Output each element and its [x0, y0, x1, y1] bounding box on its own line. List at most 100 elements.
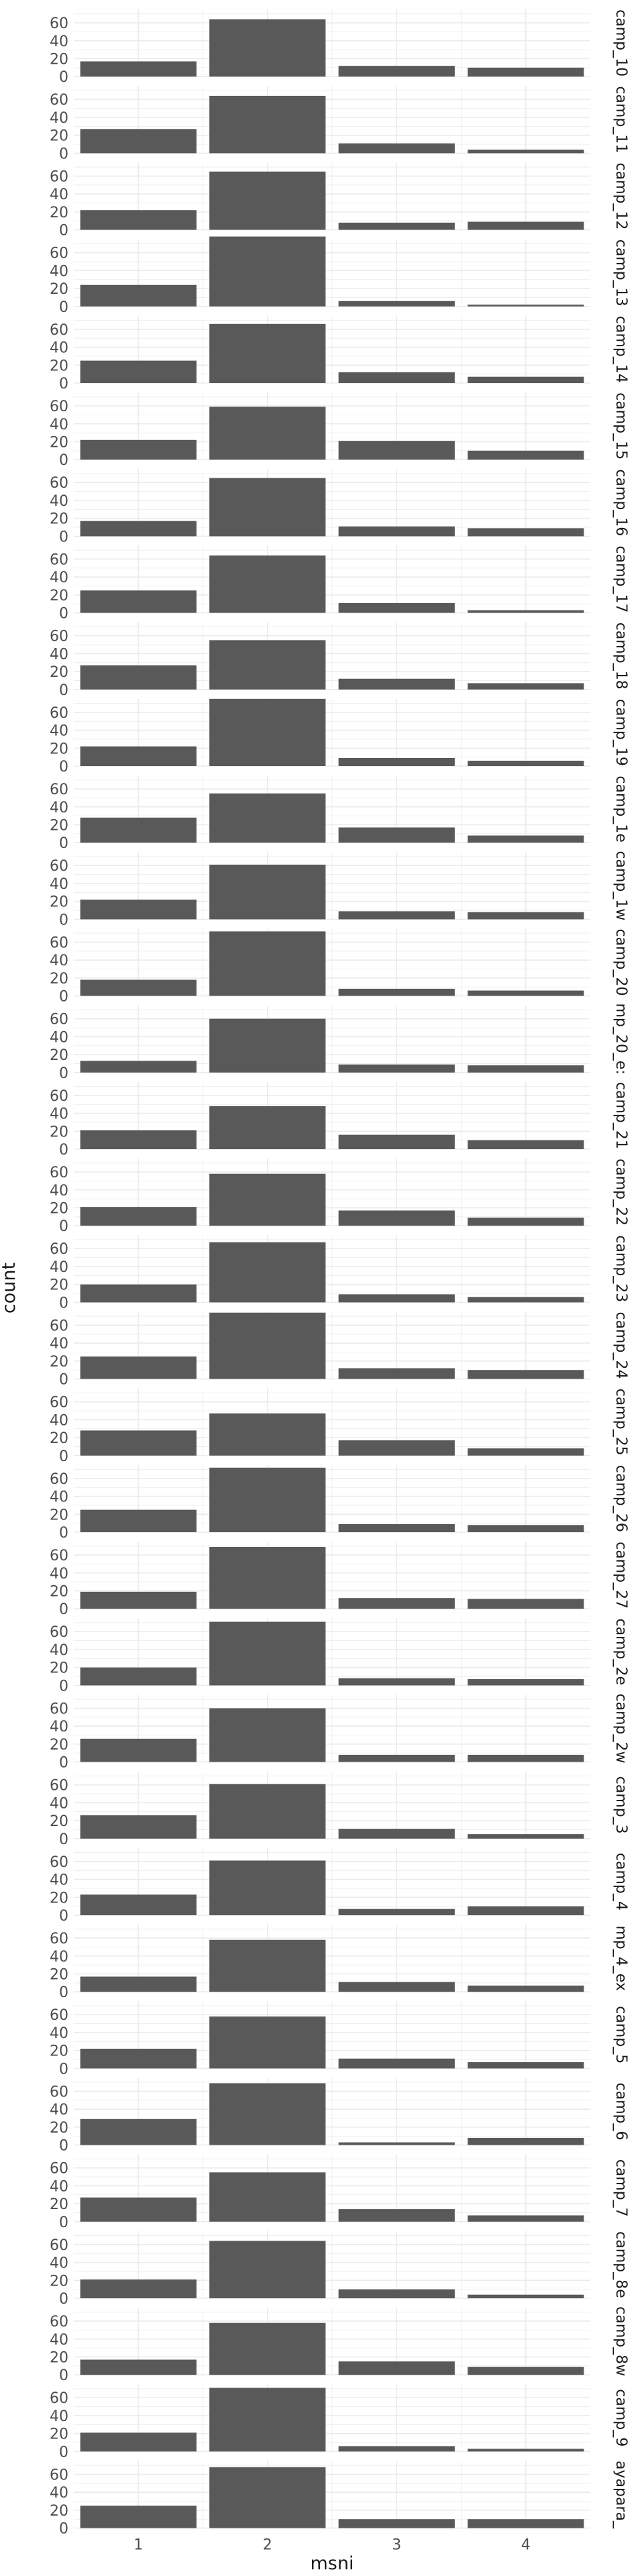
y-tick-label: 0 [59, 1142, 68, 1159]
y-tick-label: 0 [59, 146, 68, 162]
bar [80, 2197, 197, 2222]
y-tick-label: 60 [50, 398, 68, 415]
y-tick-label: 0 [59, 452, 68, 469]
y-tick-label: 0 [59, 2138, 68, 2155]
y-tick-label: 40 [50, 110, 68, 127]
y-tick-label: 40 [50, 34, 68, 50]
bar [209, 1939, 326, 1992]
y-tick-label: 0 [59, 759, 68, 775]
facet-strip-label: mp_4_ex [612, 1925, 629, 1991]
bar [338, 1294, 455, 1303]
y-tick-label: 60 [50, 246, 68, 262]
bar [338, 1064, 455, 1073]
x-tick-label: 4 [521, 2537, 531, 2554]
bar [468, 2062, 584, 2069]
bar [468, 1297, 584, 1303]
y-tick-label: 0 [59, 69, 68, 86]
y-tick-label: 20 [50, 971, 68, 987]
y-tick-label: 20 [50, 1966, 68, 1983]
bar [468, 2519, 584, 2528]
bar [80, 2432, 197, 2452]
bar [209, 864, 326, 920]
bar [338, 2142, 455, 2145]
y-tick-label: 60 [50, 2007, 68, 2024]
y-tick-label: 60 [50, 2467, 68, 2483]
bar [209, 2172, 326, 2222]
y-tick-label: 60 [50, 1088, 68, 1105]
y-tick-label: 60 [50, 1241, 68, 1258]
bar [80, 1130, 197, 1149]
bar [338, 2446, 455, 2452]
y-tick-label: 20 [50, 1047, 68, 1064]
bar [468, 221, 584, 230]
y-tick-label: 0 [59, 2521, 68, 2538]
bar [338, 301, 455, 307]
bar [468, 1065, 584, 1073]
facet-strip-label: camp_6 [612, 2083, 629, 2141]
y-tick-label: 40 [50, 1719, 68, 1735]
bar [209, 478, 326, 537]
bar [468, 1906, 584, 1915]
y-tick-label: 60 [50, 92, 68, 109]
y-tick-label: 20 [50, 2043, 68, 2060]
bar [468, 1834, 584, 1839]
bar [209, 171, 326, 230]
y-tick-label: 40 [50, 1949, 68, 1966]
y-tick-label: 20 [50, 434, 68, 451]
y-tick-label: 0 [59, 299, 68, 316]
bar [468, 610, 584, 613]
bar [209, 1784, 326, 1839]
facet-strip-label: camp_16 [612, 469, 629, 536]
bar [338, 1368, 455, 1379]
bar [80, 2118, 197, 2145]
y-tick-label: 20 [50, 894, 68, 911]
y-tick-label: 60 [50, 1778, 68, 1794]
y-tick-label: 40 [50, 1259, 68, 1276]
bar [338, 1598, 455, 1609]
x-axis-title: msni [311, 2553, 354, 2574]
bar [468, 835, 584, 843]
y-tick-label: 20 [50, 2503, 68, 2520]
bar [468, 1754, 584, 1762]
y-tick-label: 40 [50, 1412, 68, 1429]
bar [209, 1173, 326, 1226]
y-tick-label: 40 [50, 2485, 68, 2502]
bar [80, 590, 197, 613]
y-tick-label: 60 [50, 1854, 68, 1871]
y-tick-label: 40 [50, 723, 68, 740]
y-tick-label: 40 [50, 1336, 68, 1352]
bar [80, 1815, 197, 1839]
y-tick-label: 60 [50, 2237, 68, 2254]
facet-strip-label: camp_26 [612, 1465, 629, 1532]
bar [338, 1829, 455, 1839]
y-tick-label: 0 [59, 2061, 68, 2078]
bar [80, 1284, 197, 1303]
y-tick-label: 60 [50, 2314, 68, 2330]
bar [468, 1679, 584, 1686]
y-tick-label: 40 [50, 263, 68, 280]
facet-panel: 0 20 40 60 camp_17 [50, 545, 629, 623]
y-tick-label: 20 [50, 128, 68, 145]
facet-strip-label: camp_18 [612, 623, 629, 690]
bar [80, 1591, 197, 1609]
x-axis: 1 2 3 4 [133, 2537, 531, 2554]
y-tick-label: 40 [50, 2255, 68, 2272]
bar [338, 1909, 455, 1915]
facet-strip-label: camp_27 [612, 1542, 629, 1609]
y-tick-label: 40 [50, 186, 68, 203]
facet-panel: 020 40 60 camp_24 [50, 1311, 629, 1389]
y-tick-label: 20 [50, 1737, 68, 1754]
x-tick-label: 3 [392, 2537, 401, 2554]
y-tick-label: 60 [50, 2084, 68, 2100]
y-tick-label: 0 [59, 1295, 68, 1311]
facet-panel: 0 20 40 60 camp_20 [50, 928, 629, 1006]
